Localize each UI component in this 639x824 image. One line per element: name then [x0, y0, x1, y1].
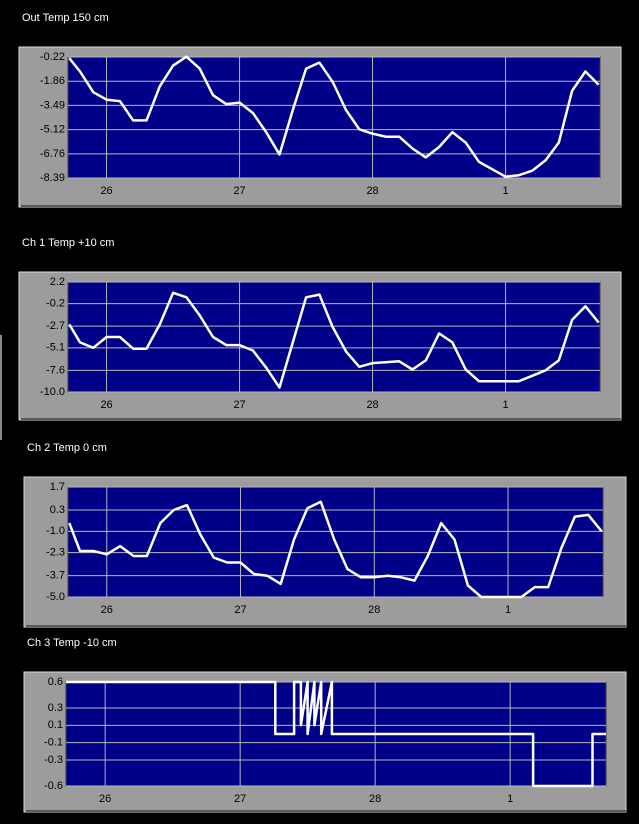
x-tick-label: 27 — [234, 793, 246, 805]
y-tick-label: -2.3 — [46, 547, 65, 559]
x-tick-label: 26 — [100, 185, 112, 197]
data-line — [68, 55, 600, 178]
y-tick-label: -5.12 — [40, 123, 65, 135]
plot-content — [66, 680, 606, 788]
y-tick-label: -3.49 — [40, 99, 65, 111]
y-tick-label: 2.2 — [50, 276, 65, 288]
x-tick-label: 27 — [233, 185, 245, 197]
y-tick-label: -7.6 — [46, 364, 65, 376]
y-tick-label: -3.7 — [46, 570, 65, 582]
y-tick-label: -5.1 — [46, 342, 65, 354]
y-tick-label: -1.0 — [46, 525, 65, 537]
plot-content — [68, 486, 603, 599]
data-line — [68, 500, 603, 599]
frame-shadow — [21, 418, 621, 420]
x-tick-label: 26 — [101, 604, 113, 616]
x-tick-label: 1 — [507, 793, 513, 805]
x-tick-label: 28 — [366, 399, 378, 411]
x-tick-label: 27 — [234, 604, 246, 616]
y-tick-label: -0.22 — [40, 51, 65, 63]
plot-area — [67, 56, 601, 179]
x-tick-label: 28 — [366, 185, 378, 197]
y-tick-label: 1.7 — [50, 481, 65, 493]
x-tick-label: 27 — [233, 399, 245, 411]
plot-content — [68, 55, 600, 179]
y-tick-label: 0.3 — [48, 702, 63, 714]
y-tick-label: -0.1 — [44, 737, 63, 749]
x-tick-label: 1 — [505, 604, 511, 616]
chart-title: Ch 3 Temp -10 cm — [27, 637, 117, 649]
data-line — [66, 680, 606, 788]
plot-area — [67, 281, 601, 393]
y-tick-label: 0.1 — [48, 719, 63, 731]
frame-shadow — [26, 810, 626, 812]
y-tick-label: -1.86 — [40, 75, 65, 87]
y-tick-label: -0.3 — [44, 754, 63, 766]
y-tick-label: -2.7 — [46, 320, 65, 332]
y-tick-label: -10.0 — [40, 386, 65, 398]
frame-shadow — [26, 625, 626, 627]
chart-title: Out Temp 150 cm — [22, 12, 109, 24]
x-tick-label: 1 — [503, 185, 509, 197]
x-tick-label: 26 — [100, 399, 112, 411]
x-tick-label: 26 — [99, 793, 111, 805]
chart-title: Ch 1 Temp +10 cm — [22, 237, 114, 249]
x-tick-label: 28 — [369, 793, 381, 805]
plot-content — [68, 281, 600, 393]
chart-title: Ch 2 Temp 0 cm — [27, 442, 107, 454]
x-tick-label: 1 — [503, 399, 509, 411]
data-line — [68, 291, 600, 389]
y-tick-label: -5.0 — [46, 591, 65, 603]
y-tick-label: 0.3 — [50, 504, 65, 516]
y-tick-label: -8.39 — [40, 172, 65, 184]
x-tick-label: 28 — [368, 604, 380, 616]
y-tick-label: -6.76 — [40, 148, 65, 160]
y-tick-label: -0.6 — [44, 780, 63, 792]
y-tick-label: 0.6 — [48, 676, 63, 688]
frame-shadow — [21, 205, 621, 207]
y-tick-label: -0.2 — [46, 298, 65, 310]
